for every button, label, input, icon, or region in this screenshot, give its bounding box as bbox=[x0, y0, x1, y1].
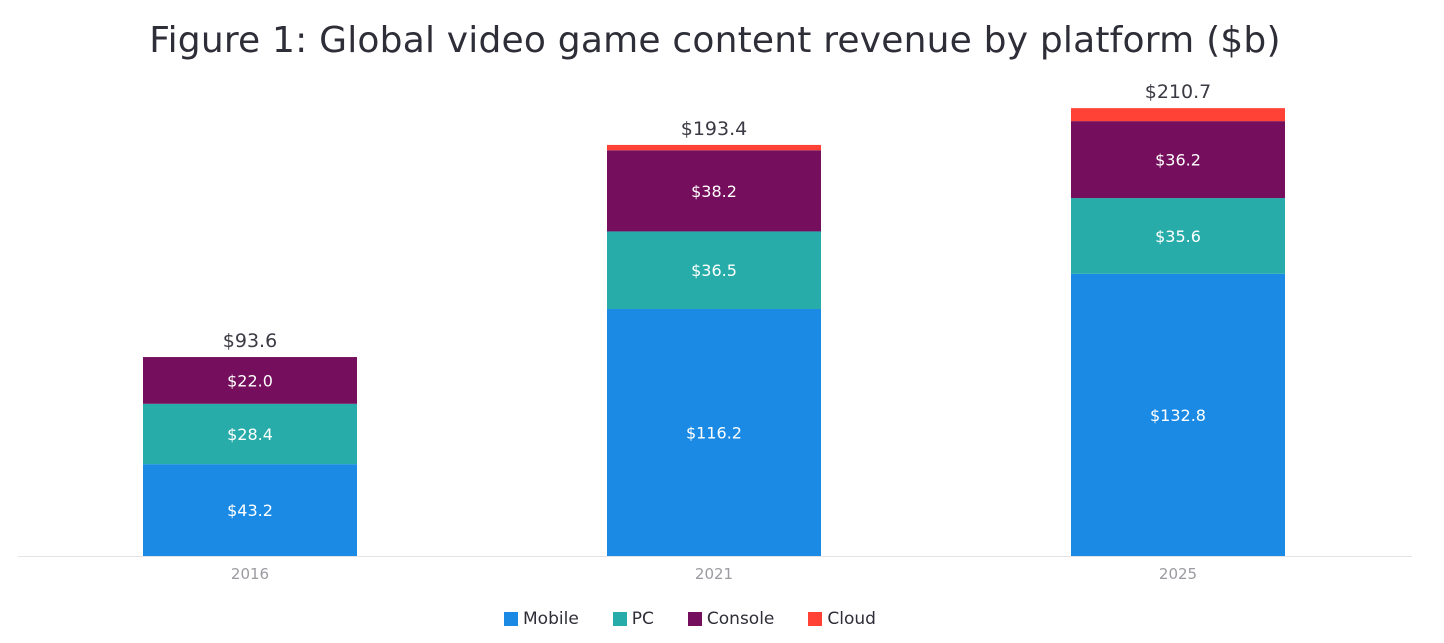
legend-swatch-pc bbox=[612, 612, 627, 626]
bar-segment-mobile-2016 bbox=[143, 464, 357, 556]
bar-segment-console-2021 bbox=[607, 150, 821, 232]
legend-label-pc: PC bbox=[631, 609, 654, 629]
stacked-bar-chart: $43.2 $28.4 $22.0 $93.6 2016 $116.2 $36.5 $38.2… bbox=[18, 81, 1412, 583]
bar-segment-pc-2025 bbox=[1071, 198, 1285, 274]
data-label-mobile-2025: $132.8 bbox=[1150, 406, 1206, 425]
data-label-console-2016: $22.0 bbox=[227, 371, 273, 390]
bar-segment-cloud-2025 bbox=[1071, 108, 1285, 122]
bars-layer: $43.2 $28.4 $22.0 $93.6 2016 $116.2 $36.5 $38.2… bbox=[143, 81, 1285, 583]
bar-segment-console-2025 bbox=[1071, 121, 1285, 199]
bar-segment-pc-2021 bbox=[607, 231, 821, 310]
x-tick-label-2021: 2021 bbox=[695, 565, 733, 583]
data-label-pc-2025: $35.6 bbox=[1155, 227, 1201, 246]
legend-label-console: Console bbox=[706, 609, 775, 629]
legend-swatch-mobile bbox=[504, 612, 519, 626]
legend-label-cloud: Cloud bbox=[827, 609, 876, 629]
legend-item-cloud: Cloud bbox=[808, 609, 876, 629]
x-tick-label-2016: 2016 bbox=[231, 565, 269, 583]
legend-swatch-console bbox=[687, 612, 702, 626]
data-label-mobile-2021: $116.2 bbox=[686, 424, 742, 443]
legend-item-console: Console bbox=[687, 609, 775, 629]
x-tick-label-2025: 2025 bbox=[1159, 565, 1197, 583]
legend: Mobile PC Console Cloud bbox=[0, 609, 1380, 629]
bar-segment-console-2016 bbox=[143, 357, 357, 404]
chart-title: Figure 1: Global video game content reve… bbox=[149, 20, 1281, 61]
legend-swatch-cloud bbox=[808, 612, 823, 626]
data-label-pc-2021: $36.5 bbox=[691, 261, 737, 280]
legend-item-pc: PC bbox=[612, 609, 654, 629]
total-label-2025: $210.7 bbox=[1145, 81, 1211, 103]
data-label-console-2025: $36.2 bbox=[1155, 151, 1201, 170]
bar-segment-mobile-2025 bbox=[1071, 273, 1285, 556]
total-label-2021: $193.4 bbox=[681, 118, 747, 140]
legend-label-mobile: Mobile bbox=[523, 609, 579, 629]
bar-segment-cloud-2021 bbox=[607, 144, 821, 151]
data-label-pc-2016: $28.4 bbox=[227, 425, 273, 444]
bar-segment-pc-2016 bbox=[143, 403, 357, 465]
total-label-2016: $93.6 bbox=[223, 330, 277, 352]
data-label-console-2021: $38.2 bbox=[691, 182, 737, 201]
bar-segment-mobile-2021 bbox=[607, 309, 821, 556]
legend-item-mobile: Mobile bbox=[504, 609, 579, 629]
data-label-mobile-2016: $43.2 bbox=[227, 501, 273, 520]
